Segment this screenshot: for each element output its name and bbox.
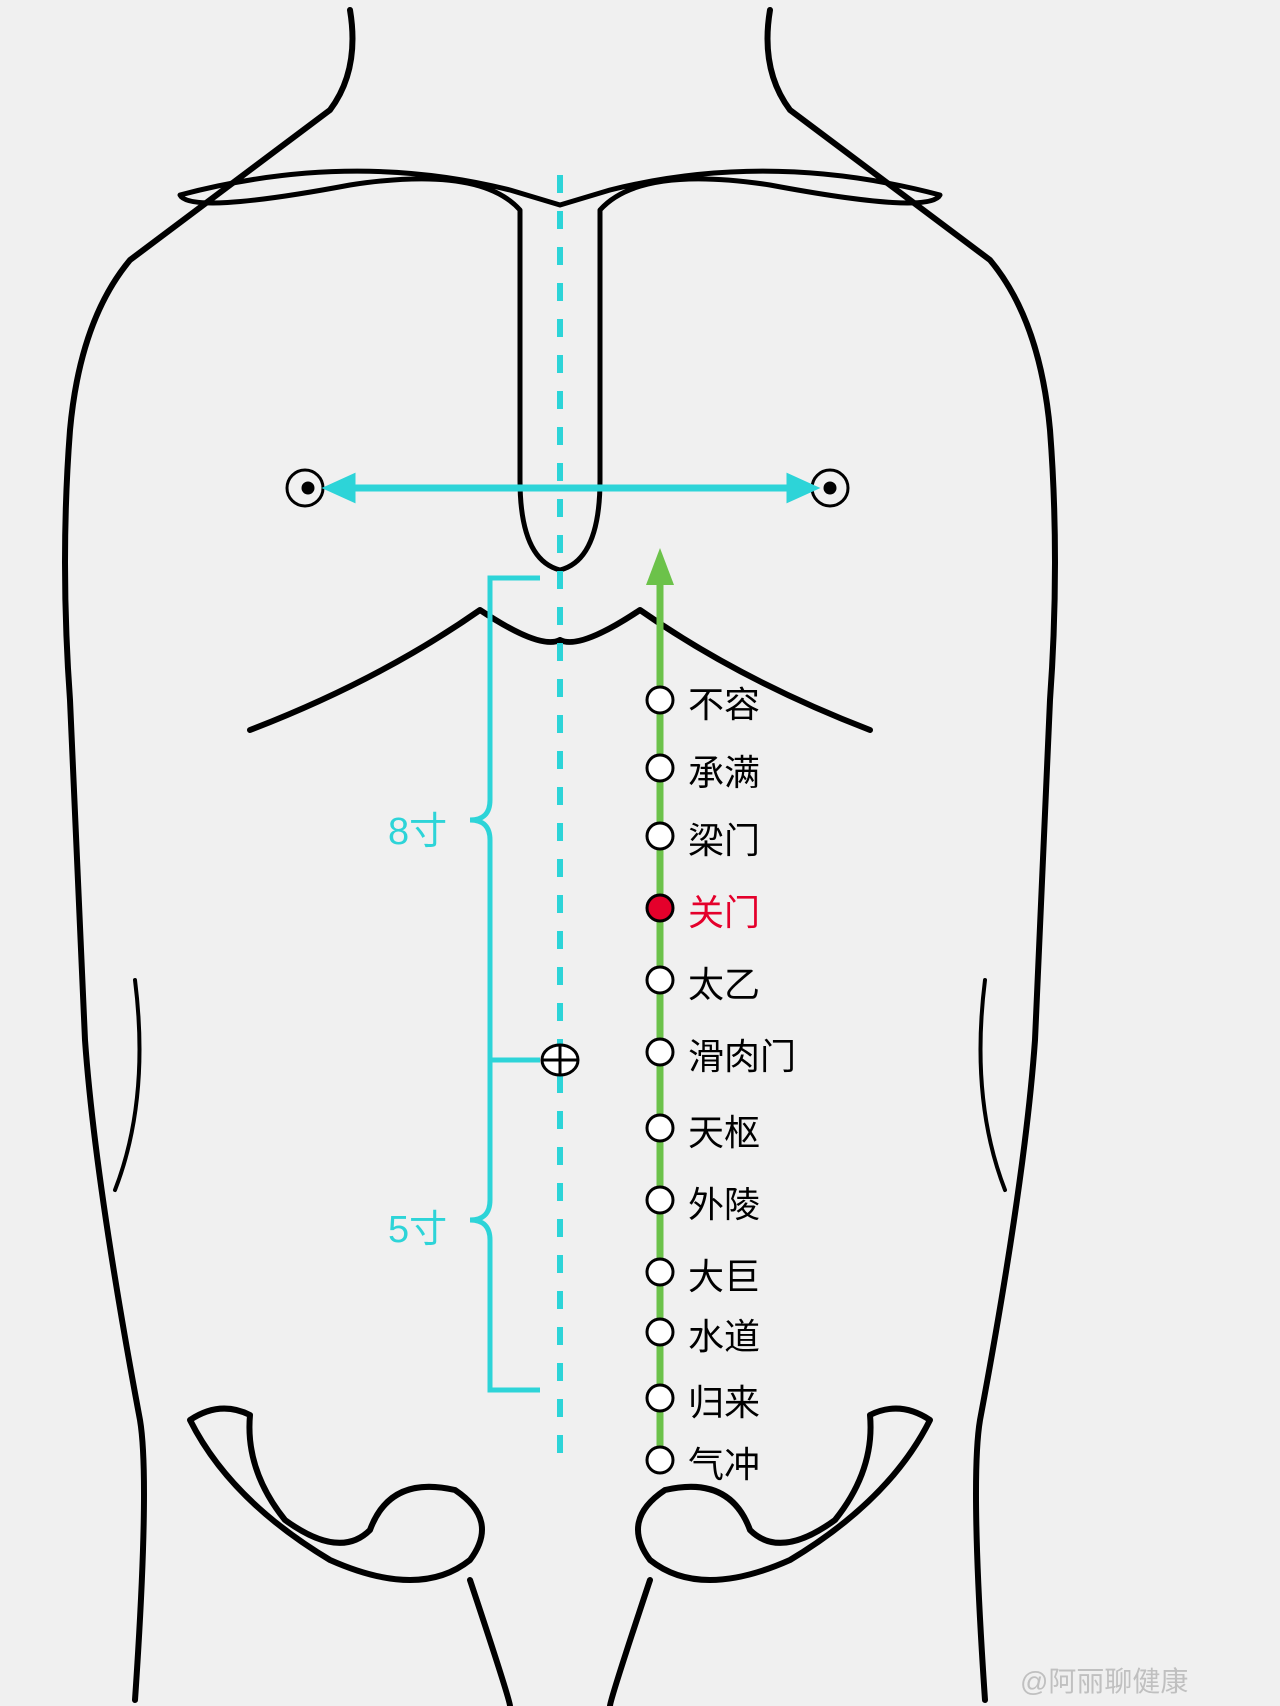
acupoint-marker [647, 1039, 673, 1065]
acupoint-label: 天枢 [688, 1104, 760, 1156]
acupoint-label: 梁门 [688, 812, 760, 864]
acupoint-label: 大巨 [688, 1248, 760, 1300]
acupoint-marker [647, 1259, 673, 1285]
acupoint-label: 承满 [688, 744, 760, 796]
acupoint-label: 不容 [688, 676, 760, 728]
acupoint-label: 滑肉门 [688, 1028, 796, 1080]
acupoint-label: 归来 [688, 1374, 760, 1426]
nipple-left [287, 470, 323, 506]
bracket-8cun [470, 578, 540, 1060]
acupoint-label: 外陵 [688, 1176, 760, 1228]
acupoint-label: 太乙 [688, 956, 760, 1008]
measurement-8cun: 8寸 [388, 800, 447, 855]
horizontal-arrow [330, 478, 812, 498]
navel-icon [542, 1045, 578, 1075]
acupoint-marker [647, 895, 673, 921]
acupoint-marker [647, 1319, 673, 1345]
acupoint-marker [647, 1187, 673, 1213]
acupoint-label: 气冲 [688, 1436, 760, 1488]
acupoint-marker [647, 687, 673, 713]
watermark: @阿丽聊健康 [1020, 1660, 1188, 1700]
acupoint-marker [647, 967, 673, 993]
diagram-canvas [0, 0, 1280, 1706]
acupoint-marker [647, 1115, 673, 1141]
acupoint-marker [647, 823, 673, 849]
acupoint-label: 关门 [688, 884, 760, 936]
acupoint-label: 水道 [688, 1308, 760, 1360]
measurement-5cun: 5寸 [388, 1198, 447, 1253]
acupoint-marker [647, 755, 673, 781]
acupoint-marker [647, 1447, 673, 1473]
acupoint-marker [647, 1385, 673, 1411]
bracket-5cun [470, 1060, 540, 1390]
